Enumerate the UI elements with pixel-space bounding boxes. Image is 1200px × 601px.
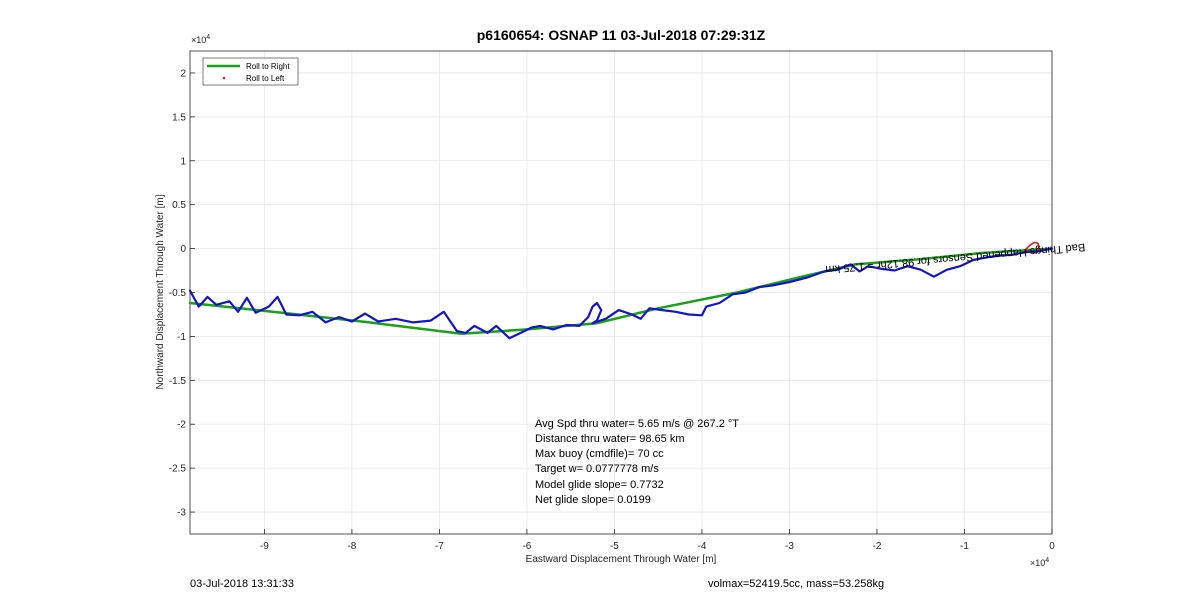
y-tick-label: -0.5	[169, 288, 187, 299]
y-tick-label: 2	[180, 68, 186, 79]
x-tick-label: -6	[522, 541, 531, 552]
legend-box	[202, 57, 299, 86]
stats-annotation: Avg Spd thru water= 5.65 m/s @ 267.2 °T …	[535, 418, 739, 506]
x-exponent-label: ×104	[1030, 557, 1049, 568]
x-axis-label: Eastward Displacement Through Water [m]	[526, 554, 717, 565]
y-tick-label: -1	[177, 332, 186, 343]
legend-label-roll-right: Roll to Right	[246, 62, 290, 71]
y-axis-label: Northward Displacement Through Water [m]	[155, 194, 166, 389]
y-tick-label: 1	[180, 156, 186, 167]
legend-swatch-roll-left	[222, 76, 226, 80]
grid	[190, 51, 1053, 534]
stat-target-w: Target w= 0.0777778 m/s	[535, 463, 659, 475]
y-tick-label: 1.5	[172, 112, 186, 123]
stat-net-glide: Net glide slope= 0.0199	[535, 494, 651, 506]
footer-timestamp: 03-Jul-2018 13:31:33	[190, 578, 294, 590]
x-tick-label: -5	[610, 541, 619, 552]
x-tick-label: 0	[1049, 541, 1055, 552]
legend-label-roll-left: Roll to Left	[246, 74, 285, 83]
x-tick-label: -9	[260, 541, 269, 552]
x-tick-label: -4	[697, 541, 706, 552]
y-tick-label: 0	[180, 244, 186, 255]
rotated-annotation: Bad Things Happened Sensors for 98.12hr …	[825, 241, 1086, 276]
series-roll-right-line	[188, 247, 1054, 336]
stat-distance: Distance thru water= 98.65 km	[535, 433, 685, 445]
y-tick-label: -2	[177, 420, 186, 431]
x-tick-label: -2	[873, 541, 882, 552]
tick-group: -9 -8 -7 -6 -5 -4 -3 -2 -1 0 2 1.5 1 0.5 0 -0.5 -1 -1.5 -2…	[169, 68, 1055, 552]
series-track-line	[188, 247, 1054, 340]
y-tick-label: -1.5	[169, 376, 187, 387]
stat-avg-speed: Avg Spd thru water= 5.65 m/s @ 267.2 °T	[535, 418, 739, 430]
series-group	[188, 241, 1054, 340]
legend: Roll to Right Roll to Left	[202, 57, 299, 86]
y-tick-label: -3	[177, 508, 186, 519]
y-tick-label: 0.5	[172, 200, 186, 211]
y-exponent-label: ×104	[191, 34, 210, 45]
x-tick-label: -7	[435, 541, 444, 552]
x-tick-label: -1	[960, 541, 969, 552]
stat-max-buoy: Max buoy (cmdfile)= 70 cc	[535, 448, 664, 460]
stat-model-glide: Model glide slope= 0.7732	[535, 479, 664, 491]
footer-info: volmax=52419.5cc, mass=53.258kg	[708, 578, 885, 590]
chart-title: p6160654: OSNAP 11 03-Jul-2018 07:29:31Z	[477, 27, 766, 43]
y-tick-label: -2.5	[169, 464, 187, 475]
x-tick-label: -8	[347, 541, 356, 552]
x-tick-label: -3	[785, 541, 794, 552]
